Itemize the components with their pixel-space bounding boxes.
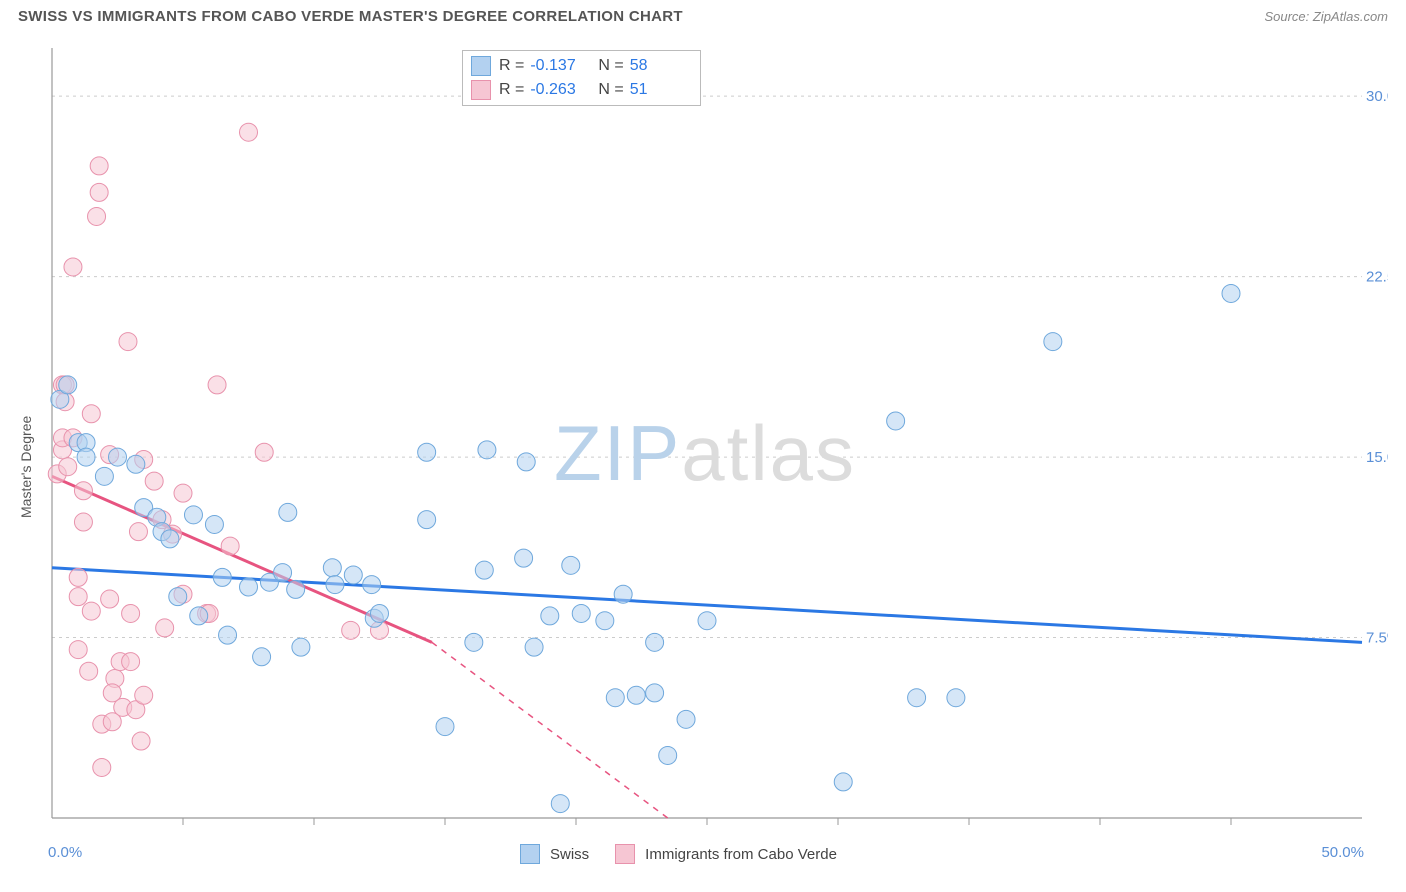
n-label: N = (598, 54, 623, 78)
legend-label-swiss: Swiss (550, 846, 589, 863)
swiss-r-value: -0.137 (530, 54, 592, 78)
svg-text:7.5%: 7.5% (1366, 630, 1388, 647)
swatch-cabo (471, 80, 491, 100)
swatch-swiss (471, 56, 491, 76)
y-axis-label: Master's Degree (18, 416, 34, 518)
r-label: R = (499, 54, 524, 78)
cabo-n-value: 51 (630, 78, 692, 102)
legend-swatch-swiss (520, 844, 540, 864)
x-min-label: 0.0% (48, 844, 82, 861)
source-label: Source: ZipAtlas.com (1264, 9, 1388, 24)
cabo-r-value: -0.263 (530, 78, 592, 102)
x-max-label: 50.0% (1321, 844, 1364, 861)
chart-title: SWISS VS IMMIGRANTS FROM CABO VERDE MAST… (18, 8, 683, 25)
r-label: R = (499, 78, 524, 102)
legend-label-cabo: Immigrants from Cabo Verde (645, 846, 837, 863)
swiss-n-value: 58 (630, 54, 692, 78)
svg-text:30.0%: 30.0% (1366, 88, 1388, 105)
stats-row-swiss: R = -0.137 N = 58 (471, 54, 692, 78)
correlation-chart: 7.5%15.0%22.5%30.0% ZIPatlas R = -0.137 … (22, 38, 1388, 878)
svg-text:22.5%: 22.5% (1366, 269, 1388, 286)
n-label: N = (598, 78, 623, 102)
stats-row-cabo: R = -0.263 N = 51 (471, 78, 692, 102)
chart-svg: 7.5% 15.0% 22.5% 30.0% (22, 38, 1388, 878)
legend-swatch-cabo (615, 844, 635, 864)
stats-legend-box: R = -0.137 N = 58 R = -0.263 N = 51 (462, 50, 701, 106)
svg-text:15.0%: 15.0% (1366, 449, 1388, 466)
bottom-legend: Swiss Immigrants from Cabo Verde (520, 844, 837, 864)
